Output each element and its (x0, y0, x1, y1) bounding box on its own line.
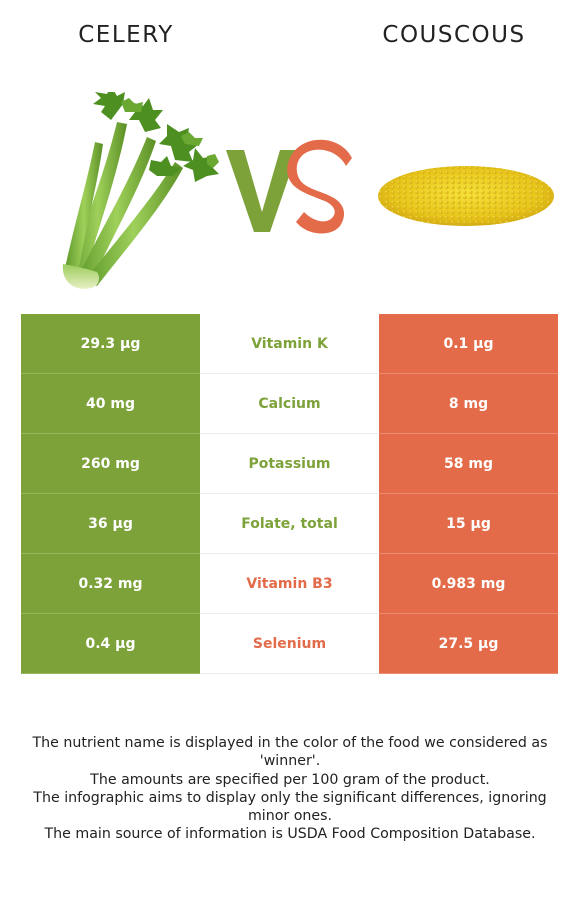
footnotes: The nutrient name is displayed in the co… (20, 734, 560, 844)
table-row: 36 µg Folate, total 15 µg (21, 493, 558, 554)
couscous-value: 15 µg (379, 493, 558, 554)
right-food-title: COUSCOUS (382, 22, 526, 48)
nutrient-name: Selenium (200, 613, 379, 674)
table-row: 29.3 µg Vitamin K 0.1 µg (21, 314, 558, 374)
couscous-value: 0.983 mg (379, 553, 558, 614)
footnote-significance: The infographic aims to display only the… (33, 789, 547, 825)
nutrient-name: Calcium (200, 373, 379, 434)
footnote-amounts: The amounts are specified per 100 gram o… (90, 771, 490, 788)
couscous-image (378, 166, 554, 226)
table-row: 260 mg Potassium 58 mg (21, 433, 558, 494)
table-row: 40 mg Calcium 8 mg (21, 373, 558, 434)
nutrient-name: Vitamin K (200, 314, 379, 374)
celery-value: 36 µg (21, 493, 200, 554)
table-row: 0.32 mg Vitamin B3 0.983 mg (21, 553, 558, 614)
vs-logo (226, 139, 352, 234)
footnote-winner-color: The nutrient name is displayed in the co… (32, 735, 548, 770)
celery-value: 40 mg (21, 373, 200, 434)
couscous-value: 0.1 µg (379, 314, 558, 374)
nutrient-comparison-table: 29.3 µg Vitamin K 0.1 µg 40 mg Calcium 8… (21, 314, 558, 674)
table-row: 0.4 µg Selenium 27.5 µg (21, 613, 558, 674)
couscous-value: 8 mg (379, 373, 558, 434)
left-food-title: CELERY (78, 22, 174, 48)
celery-value: 260 mg (21, 433, 200, 494)
celery-value: 29.3 µg (21, 314, 200, 374)
celery-value: 0.4 µg (21, 613, 200, 674)
couscous-value: 58 mg (379, 433, 558, 494)
nutrient-name: Folate, total (200, 493, 379, 554)
nutrient-name: Potassium (200, 433, 379, 494)
nutrient-name: Vitamin B3 (200, 553, 379, 614)
footnote-source: The main source of information is USDA F… (44, 826, 536, 843)
celery-value: 0.32 mg (21, 553, 200, 614)
couscous-value: 27.5 µg (379, 613, 558, 674)
celery-image (62, 92, 219, 289)
